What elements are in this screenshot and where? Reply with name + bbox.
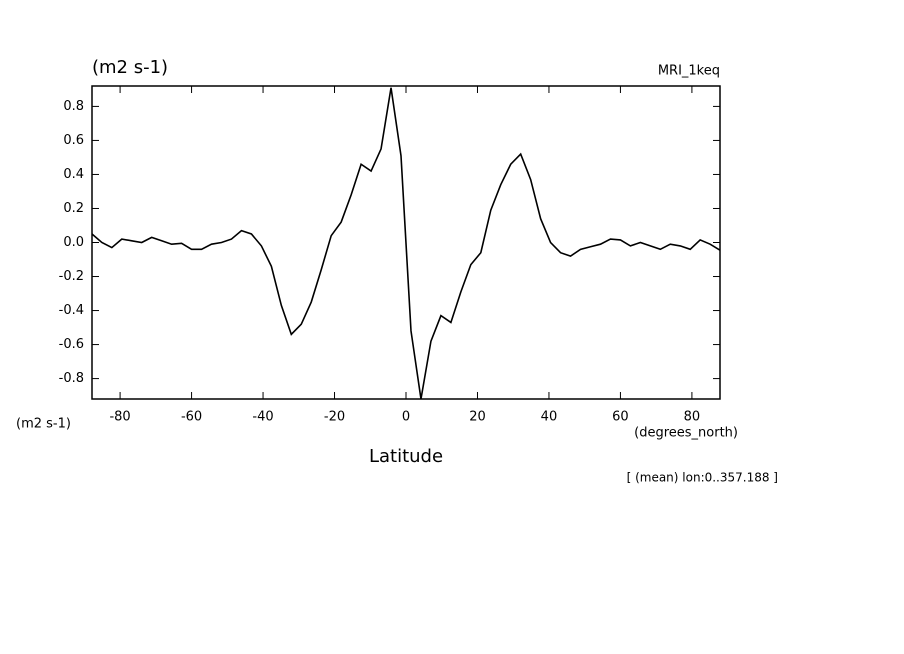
x-axis-label: Latitude: [369, 446, 443, 467]
x-unit-label: (degrees_north): [634, 426, 738, 441]
x-tick-label: 80: [684, 410, 701, 425]
x-tick-label: 0: [402, 410, 410, 425]
x-tick-label: -40: [252, 410, 273, 425]
x-tick-label: -20: [324, 410, 345, 425]
y-tick-label: 0.6: [63, 133, 84, 148]
y-tick-label: -0.8: [59, 371, 84, 386]
x-tick-label: 20: [469, 410, 486, 425]
x-tick-label: 40: [541, 410, 558, 425]
x-tick-label: -80: [109, 410, 130, 425]
y-tick-label: -0.2: [59, 269, 84, 284]
data-line: [91, 87, 721, 400]
x-tick-label: -60: [181, 410, 202, 425]
y-tick-label: -0.4: [59, 303, 84, 318]
annotation: [ (mean) lon:0..357.188 ]: [627, 471, 778, 485]
chart-subtitle: MRI_1keq: [658, 64, 720, 79]
y-unit-label: (m2 s-1): [16, 417, 71, 432]
chart-title: (m2 s-1): [92, 57, 168, 78]
y-tick-label: 0.8: [63, 99, 84, 114]
x-tick-label: 60: [612, 410, 629, 425]
y-tick-label: -0.6: [59, 337, 84, 352]
y-tick-label: 0.2: [63, 201, 84, 216]
y-tick-label: 0.4: [63, 167, 84, 182]
y-tick-label: 0.0: [63, 235, 84, 250]
